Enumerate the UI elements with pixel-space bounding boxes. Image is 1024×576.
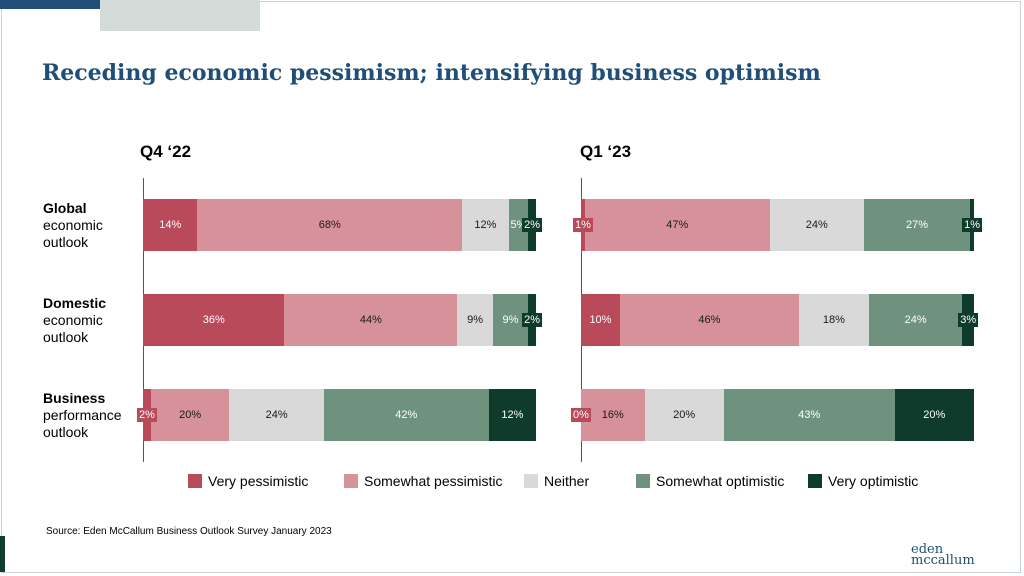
data-label-q1-23-domestic-very-pessimistic: 10% xyxy=(589,314,612,326)
bar-q4-22-business-very-pessimistic: 2% xyxy=(136,389,157,441)
data-label-q4-22-domestic-neither: 9% xyxy=(467,314,484,326)
legend-label-somewhat-pessimistic: Somewhat pessimistic xyxy=(364,473,503,489)
panel-title-q4-22: Q4 ‘22 xyxy=(140,142,192,161)
bar-q1-23-global-very-pessimistic: 1% xyxy=(573,199,593,251)
data-label-q4-22-business-somewhat-pessimistic: 20% xyxy=(179,409,202,421)
data-label-q1-23-business-somewhat-optimistic: 43% xyxy=(798,409,821,421)
data-label-q4-22-business-somewhat-optimistic: 42% xyxy=(395,409,418,421)
data-label-q1-23-global-somewhat-pessimistic: 47% xyxy=(666,219,689,231)
bar-q1-23-domestic-somewhat-optimistic: 24% xyxy=(868,294,963,346)
legend-swatch-very-pessimistic xyxy=(188,474,202,488)
bar-q1-23-business-very-optimistic: 20% xyxy=(894,389,974,441)
legend-item-somewhat-pessimistic: Somewhat pessimistic xyxy=(344,473,503,489)
bar-q1-23-domestic-very-pessimistic: 10% xyxy=(581,294,620,346)
data-label-q4-22-business-very-pessimistic: 2% xyxy=(136,408,157,422)
row-label-business-line3: outlook xyxy=(43,424,89,440)
bar-q4-22-global-somewhat-pessimistic: 68% xyxy=(197,199,463,251)
data-label-q4-22-global-neither: 12% xyxy=(474,219,497,231)
bar-q4-22-domestic-somewhat-optimistic: 9% xyxy=(492,294,529,346)
legend-item-very-optimistic: Very optimistic xyxy=(808,473,918,489)
bar-q1-23-domestic-very-optimistic: 3% xyxy=(958,294,979,346)
legend-item-very-pessimistic: Very pessimistic xyxy=(188,473,308,489)
eden-mccallum-logo: eden mccallum xyxy=(911,542,975,568)
data-label-q1-23-global-neither: 24% xyxy=(805,219,828,231)
bar-q4-22-business-neither: 24% xyxy=(229,389,324,441)
data-label-q1-23-global-very-optimistic: 1% xyxy=(962,218,982,232)
bar-q4-22-domestic-neither: 9% xyxy=(457,294,493,346)
row-label-global: Global economic outlook xyxy=(43,200,103,251)
row-label-domestic-line2: economic xyxy=(43,312,103,328)
data-label-q1-23-business-neither: 20% xyxy=(673,409,696,421)
data-label-q4-22-global-very-optimistic: 2% xyxy=(522,218,543,232)
bar-q1-23-business-somewhat-pessimistic: 16% xyxy=(581,389,645,441)
row-label-global-line2: economic xyxy=(43,217,103,233)
bar-q4-22-domestic-very-optimistic: 2% xyxy=(522,294,543,346)
bar-q1-23-global-somewhat-optimistic: 27% xyxy=(863,199,971,251)
row-label-business-bold: Business xyxy=(43,390,106,406)
accent-block-top xyxy=(100,0,260,31)
bar-q1-23-domestic-somewhat-pessimistic: 46% xyxy=(619,294,799,346)
logo-line1: eden xyxy=(911,542,944,557)
data-label-q4-22-global-somewhat-pessimistic: 68% xyxy=(318,219,341,231)
legend-item-neither: Neither xyxy=(524,473,589,489)
row-label-domestic-line3: outlook xyxy=(43,329,89,345)
legend: Very pessimistic Somewhat pessimistic Ne… xyxy=(0,473,1024,493)
slide-title: Receding economic pessimism; intensifyin… xyxy=(42,60,821,86)
bar-q4-22-domestic-very-pessimistic: 36% xyxy=(143,294,285,346)
bar-q4-22-business-somewhat-optimistic: 42% xyxy=(323,389,489,441)
bar-q4-22-business-somewhat-pessimistic: 20% xyxy=(150,389,230,441)
bar-q1-23-business-somewhat-optimistic: 43% xyxy=(723,389,895,441)
bar-q1-23-global-somewhat-pessimistic: 47% xyxy=(584,199,770,251)
legend-label-somewhat-optimistic: Somewhat optimistic xyxy=(656,473,785,489)
data-label-q4-22-domestic-somewhat-optimistic: 9% xyxy=(502,314,519,326)
accent-bar-top xyxy=(0,0,188,9)
bar-q1-23-domestic-neither: 18% xyxy=(798,294,869,346)
row-label-global-bold: Global xyxy=(43,200,87,216)
legend-label-neither: Neither xyxy=(544,473,590,489)
legend-label-very-optimistic: Very optimistic xyxy=(828,473,919,489)
data-label-q1-23-domestic-somewhat-pessimistic: 46% xyxy=(698,314,721,326)
data-label-q4-22-domestic-very-pessimistic: 36% xyxy=(202,314,225,326)
data-label-q1-23-global-very-pessimistic: 1% xyxy=(573,218,593,232)
data-label-q4-22-domestic-somewhat-pessimistic: 44% xyxy=(359,314,382,326)
legend-label-very-pessimistic: Very pessimistic xyxy=(208,473,309,489)
legend-swatch-somewhat-optimistic xyxy=(636,474,650,488)
logo-line2: mccallum xyxy=(911,553,975,568)
bar-q4-22-business-very-optimistic: 12% xyxy=(488,389,536,441)
legend-swatch-somewhat-pessimistic xyxy=(344,474,358,488)
data-label-q1-23-domestic-very-optimistic: 3% xyxy=(958,313,979,327)
panel-title-q1-23: Q1 ‘23 xyxy=(580,142,632,161)
accent-bar-left xyxy=(0,536,5,572)
data-label-q1-23-global-somewhat-optimistic: 27% xyxy=(905,219,929,231)
data-label-q4-22-business-very-optimistic: 12% xyxy=(501,409,524,421)
data-label-q4-22-global-very-pessimistic: 14% xyxy=(159,219,182,231)
bar-q1-23-business-neither: 20% xyxy=(644,389,724,441)
legend-item-somewhat-optimistic: Somewhat optimistic xyxy=(636,473,784,489)
data-label-q1-23-domestic-somewhat-optimistic: 24% xyxy=(904,314,927,326)
data-label-q4-22-business-neither: 24% xyxy=(265,409,288,421)
source-note: Source: Eden McCallum Business Outlook S… xyxy=(46,526,332,537)
row-label-domestic: Domestic economic outlook xyxy=(43,295,106,346)
data-label-q1-23-domestic-neither: 18% xyxy=(822,314,845,326)
data-label-q1-23-business-very-optimistic: 20% xyxy=(923,409,946,421)
data-label-q1-23-business-very-pessimistic: 0% xyxy=(571,408,591,422)
bar-q4-22-global-neither: 12% xyxy=(462,199,509,251)
bar-q4-22-global-very-pessimistic: 14% xyxy=(143,199,198,251)
row-label-domestic-bold: Domestic xyxy=(43,295,107,311)
bar-q1-23-global-very-optimistic: 1% xyxy=(962,199,982,251)
legend-swatch-neither xyxy=(524,474,538,488)
row-label-global-line3: outlook xyxy=(43,234,89,250)
row-label-business: Business performance outlook xyxy=(43,390,122,441)
data-label-q4-22-domestic-very-optimistic: 2% xyxy=(522,313,543,327)
bar-q1-23-global-neither: 24% xyxy=(769,199,864,251)
bar-q4-22-global-very-optimistic: 2% xyxy=(522,199,543,251)
row-label-business-line2: performance xyxy=(43,407,122,423)
bar-q4-22-domestic-somewhat-pessimistic: 44% xyxy=(284,294,458,346)
data-label-q1-23-business-somewhat-pessimistic: 16% xyxy=(601,409,624,421)
legend-swatch-very-optimistic xyxy=(808,474,822,488)
